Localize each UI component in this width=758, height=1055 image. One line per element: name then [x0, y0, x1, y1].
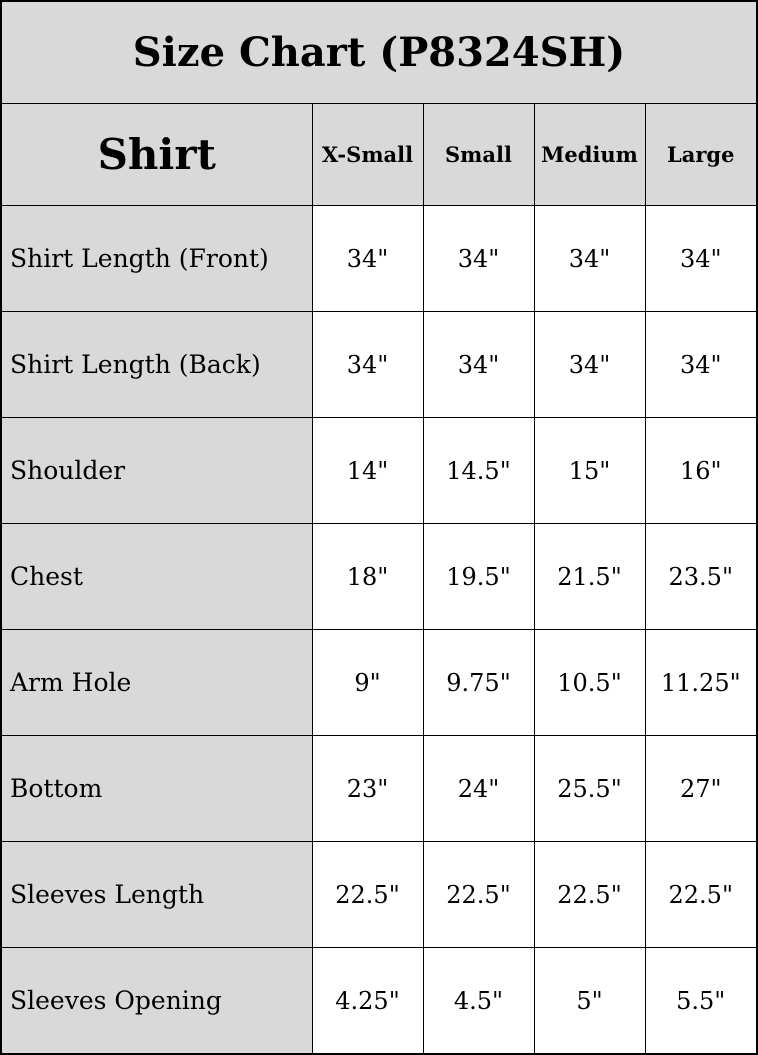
measurement-value: 4.5" [422, 947, 535, 1055]
measurement-value: 22.5" [311, 841, 424, 948]
measurement-value: 10.5" [533, 629, 646, 736]
measurement-value: 9" [311, 629, 424, 736]
measurement-value: 23" [311, 735, 424, 842]
measurement-value: 5.5" [644, 947, 758, 1055]
chart-title: Size Chart (P8324SH) [0, 0, 758, 104]
measurement-value: 34" [644, 205, 758, 312]
measurement-value: 16" [644, 417, 758, 524]
measurement-value: 34" [311, 205, 424, 312]
measurement-label: Arm Hole [0, 629, 313, 736]
header-row: Shirt X-Small Small Medium Large [0, 103, 758, 206]
measurement-value: 25.5" [533, 735, 646, 842]
measurement-label: Chest [0, 523, 313, 630]
table-row: Bottom 23" 24" 25.5" 27" [0, 735, 758, 842]
measurement-label: Shirt Length (Front) [0, 205, 313, 312]
size-header: Small [422, 103, 535, 206]
table-row: Arm Hole 9" 9.75" 10.5" 11.25" [0, 629, 758, 736]
measurement-value: 22.5" [644, 841, 758, 948]
measurement-value: 5" [533, 947, 646, 1055]
measurement-value: 14.5" [422, 417, 535, 524]
measurement-value: 23.5" [644, 523, 758, 630]
table-row: Sleeves Length 22.5" 22.5" 22.5" 22.5" [0, 841, 758, 948]
measurement-label: Shoulder [0, 417, 313, 524]
measurement-label: Shirt Length (Back) [0, 311, 313, 418]
size-header: Medium [533, 103, 646, 206]
measurement-value: 11.25" [644, 629, 758, 736]
table-row: Shoulder 14" 14.5" 15" 16" [0, 417, 758, 524]
measurement-value: 24" [422, 735, 535, 842]
measurement-value: 15" [533, 417, 646, 524]
size-header: X-Small [311, 103, 424, 206]
measurement-value: 34" [533, 205, 646, 312]
measurement-value: 22.5" [422, 841, 535, 948]
measurement-value: 34" [311, 311, 424, 418]
measurement-value: 19.5" [422, 523, 535, 630]
table-row: Chest 18" 19.5" 21.5" 23.5" [0, 523, 758, 630]
table-row: Sleeves Opening 4.25" 4.5" 5" 5.5" [0, 947, 758, 1055]
measurement-value: 4.25" [311, 947, 424, 1055]
measurement-label: Bottom [0, 735, 313, 842]
measurement-value: 27" [644, 735, 758, 842]
measurement-value: 14" [311, 417, 424, 524]
section-heading: Shirt [0, 103, 313, 206]
measurement-label: Sleeves Length [0, 841, 313, 948]
table-row: Shirt Length (Front) 34" 34" 34" 34" [0, 205, 758, 312]
measurement-value: 18" [311, 523, 424, 630]
measurement-value: 34" [422, 311, 535, 418]
size-header: Large [644, 103, 758, 206]
measurement-label: Sleeves Opening [0, 947, 313, 1055]
measurement-value: 9.75" [422, 629, 535, 736]
measurement-value: 21.5" [533, 523, 646, 630]
measurement-value: 34" [533, 311, 646, 418]
table-row: Shirt Length (Back) 34" 34" 34" 34" [0, 311, 758, 418]
measurement-value: 34" [644, 311, 758, 418]
measurement-value: 22.5" [533, 841, 646, 948]
measurement-value: 34" [422, 205, 535, 312]
